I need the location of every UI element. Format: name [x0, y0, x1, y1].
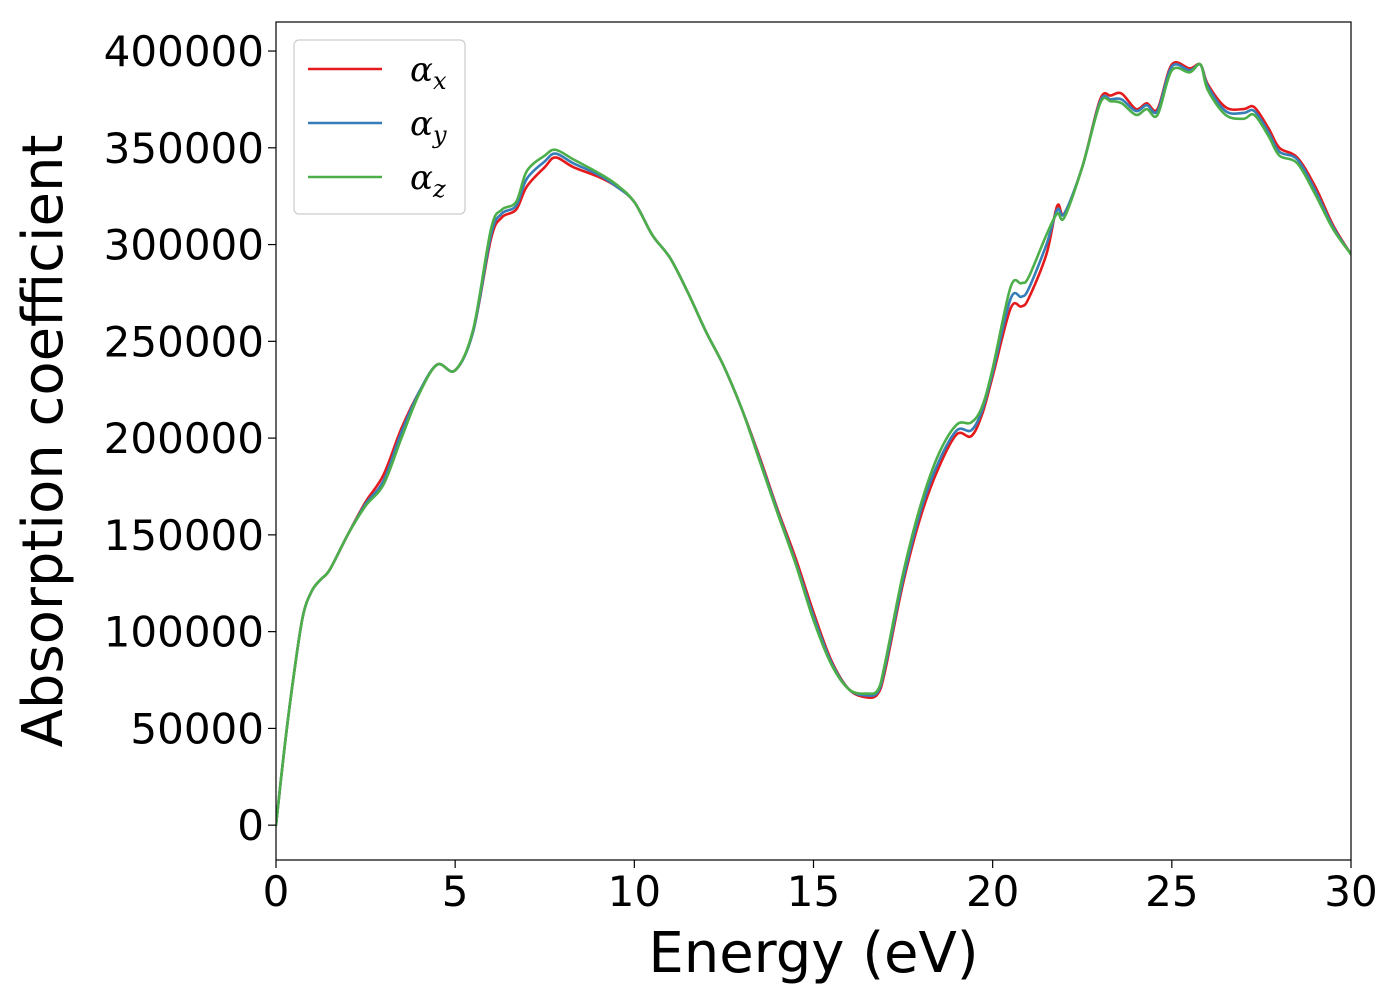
- y-tick-label: 250000: [104, 317, 264, 366]
- x-tick-label: 10: [608, 867, 661, 916]
- y-tick-label: 200000: [104, 414, 264, 463]
- x-tick-label: 15: [787, 867, 840, 916]
- legend-label-z: αz: [410, 158, 446, 203]
- y-axis-ticks: 0 50000 100000 150000 200000 250000 300000 3500…: [104, 27, 276, 850]
- x-tick-label: 20: [966, 867, 1019, 916]
- series-layer: [276, 61, 1351, 827]
- legend-label-x: αx: [410, 50, 447, 95]
- y-tick-label: 150000: [104, 511, 264, 560]
- series-line-z: [276, 62, 1351, 827]
- x-tick-label: 30: [1324, 867, 1377, 916]
- x-tick-label: 0: [263, 867, 290, 916]
- y-tick-label: 100000: [104, 608, 264, 657]
- y-tick-label: 300000: [104, 221, 264, 270]
- y-tick-label: 350000: [104, 124, 264, 173]
- x-axis-ticks: 0 5 10 15 20 25 30: [263, 860, 1378, 916]
- legend: αx αy αz: [293, 39, 466, 215]
- x-tick-label: 25: [1145, 867, 1198, 916]
- y-tick-label: 50000: [130, 704, 264, 753]
- legend-label-y: αy: [410, 104, 447, 149]
- y-tick-label: 400000: [104, 27, 264, 76]
- y-tick-label: 0: [237, 801, 264, 850]
- legend-box: [293, 39, 466, 215]
- x-axis-label: Energy (eV): [648, 921, 978, 986]
- y-axis-label: Absorption coefficient: [11, 135, 76, 748]
- x-tick-label: 5: [442, 867, 469, 916]
